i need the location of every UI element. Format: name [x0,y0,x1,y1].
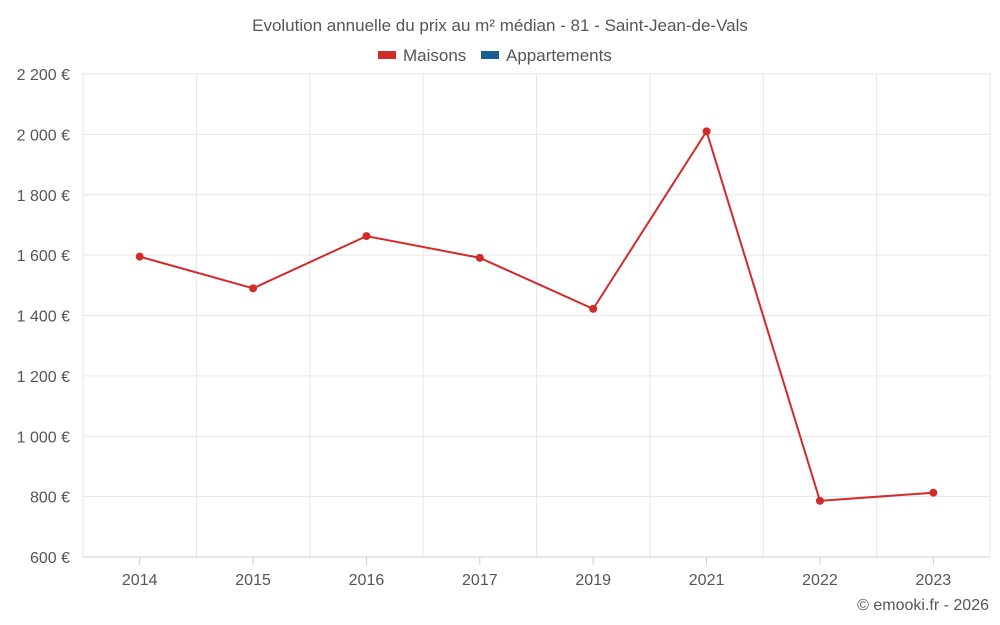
y-axis: 600 € 800 € 1 000 € 1 200 € 1 400 € 1 600 € 1 … [17,67,70,567]
legend-item-maisons[interactable]: Maisons [378,46,466,65]
legend-swatch-maisons [378,51,396,59]
y-tick-label: 2 200 € [17,67,70,84]
x-tick-label: 2023 [916,572,952,589]
y-tick-label: 1 400 € [17,309,70,326]
data-point[interactable] [362,232,371,241]
data-point[interactable] [475,253,484,262]
y-tick-label: 600 € [30,550,70,567]
series-line-maisons [139,128,934,502]
data-point[interactable] [135,252,144,261]
credit-text: © emooki.fr - 2026 [857,597,989,614]
gridlines [82,73,991,557]
x-tick-label: 2022 [802,572,838,589]
legend-label-appartements: Appartements [506,46,612,65]
y-tick-label: 1 000 € [17,429,70,446]
legend: Maisons Appartements [378,46,612,65]
x-tick-label: 2017 [462,572,498,589]
x-tick-label: 2016 [349,572,385,589]
y-tick-label: 800 € [30,490,70,507]
chart-title: Evolution annuelle du prix au m² médian … [252,16,748,35]
legend-swatch-appartements [481,51,499,59]
data-point[interactable] [929,488,938,497]
data-point[interactable] [815,496,824,505]
y-tick-label: 1 800 € [17,188,70,205]
x-axis: 2014 2015 2016 2017 2019 2021 2022 2023 [83,556,990,589]
y-tick-label: 1 200 € [17,369,70,386]
x-tick-label: 2015 [235,572,271,589]
y-tick-label: 1 600 € [17,248,70,265]
x-tick-label: 2019 [575,572,611,589]
data-point[interactable] [589,304,598,313]
y-tick-label: 2 000 € [17,127,70,144]
x-tick-label: 2014 [122,572,158,589]
data-point[interactable] [249,284,258,293]
legend-item-appartements[interactable]: Appartements [481,46,612,65]
series-maisons [135,127,938,505]
x-tick-label: 2021 [689,572,725,589]
data-point[interactable] [702,127,711,136]
legend-label-maisons: Maisons [403,46,466,65]
